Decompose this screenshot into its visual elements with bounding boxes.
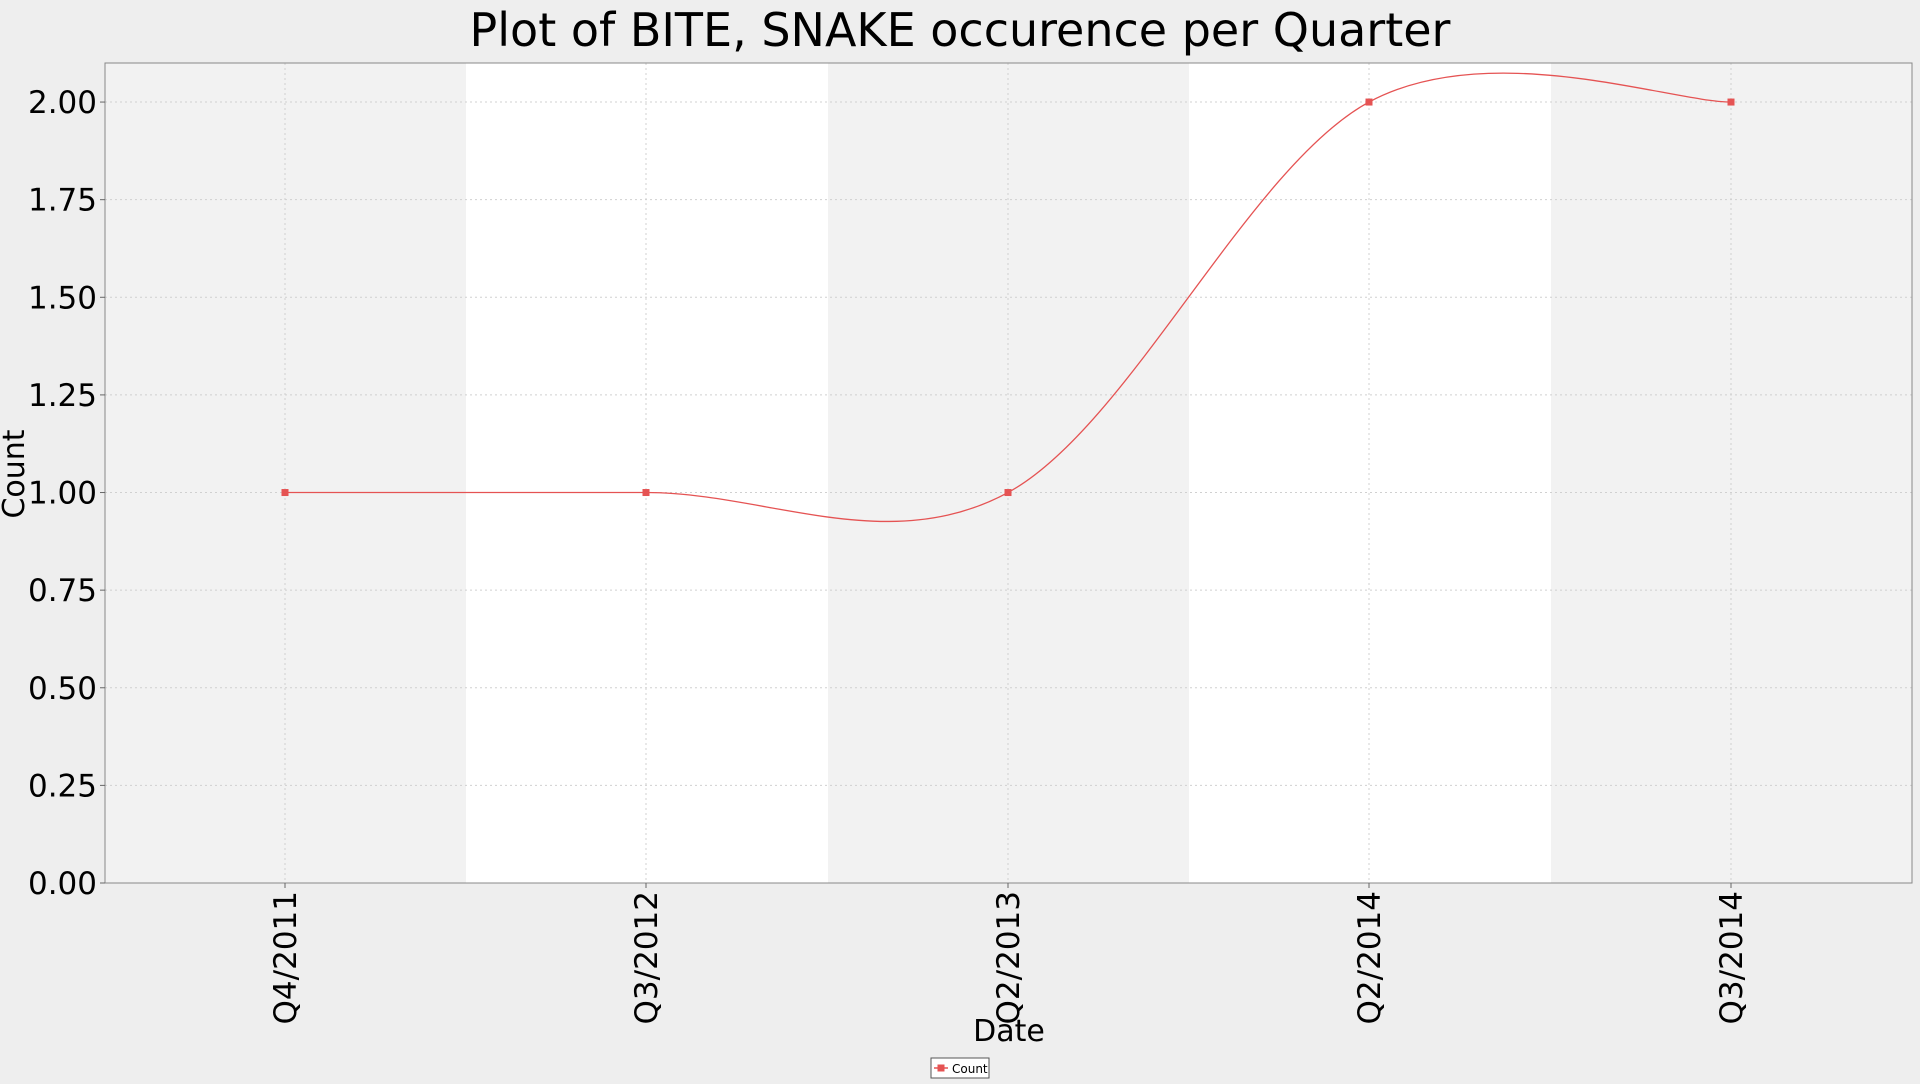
series-line-count	[285, 72, 1732, 523]
x-axis: Q4/2011 Q3/2012 Q2/2013 Q2/2014 Q3/2014	[268, 883, 1750, 1024]
y-tick-label: 2.00	[28, 85, 97, 121]
data-point	[642, 489, 650, 497]
y-tick-label: 1.25	[28, 378, 97, 414]
plot-band	[1189, 63, 1551, 883]
x-tick-label: Q4/2011	[268, 891, 304, 1024]
series-layer	[281, 72, 1735, 523]
legend-box	[930, 1057, 990, 1079]
data-point	[1365, 98, 1373, 106]
x-tick-label: Q2/2013	[991, 891, 1027, 1024]
plot-band	[466, 63, 828, 883]
data-point	[1727, 98, 1735, 106]
x-tick-label: Q3/2014	[1714, 891, 1750, 1024]
x-axis-label: Date	[973, 1014, 1045, 1049]
y-tick-label: 0.00	[28, 866, 97, 902]
y-axis: 0.00 0.25 0.50 0.75 1.00 1.25 1.50 1.75 2.00	[28, 85, 105, 902]
data-point	[1004, 489, 1012, 497]
x-tick-label: Q2/2014	[1352, 891, 1388, 1024]
x-tick-label: Q3/2012	[629, 891, 665, 1024]
legend-label-count: Count	[952, 1062, 988, 1076]
y-tick-label: 1.75	[28, 183, 97, 219]
data-point	[281, 489, 289, 497]
y-tick-label: 0.75	[28, 573, 97, 609]
y-tick-label: 0.25	[28, 768, 97, 804]
legend: Count	[930, 1057, 990, 1079]
y-tick-label: 1.50	[28, 280, 97, 316]
y-axis-label: Count	[0, 429, 32, 518]
y-tick-label: 0.50	[28, 671, 97, 707]
chart-title: Plot of BITE, SNAKE occurence per Quarte…	[470, 3, 1451, 57]
legend-marker-swatch	[937, 1064, 945, 1072]
y-tick-label: 1.00	[28, 476, 97, 512]
